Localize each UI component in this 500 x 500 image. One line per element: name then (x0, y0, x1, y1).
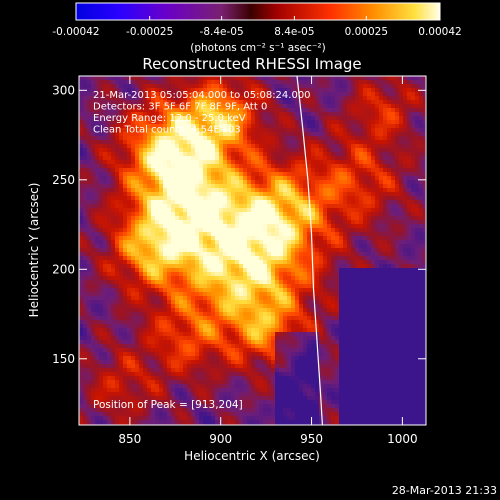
y-axis: 150 200 250 300 (52, 83, 426, 366)
x-tick-label: 900 (209, 432, 232, 446)
annotation-line: Clean Total counts: 4.54E+03 (93, 125, 241, 136)
x-tick-label: 850 (118, 432, 141, 446)
footer-timestamp: 28-Mar-2013 21:33 (392, 484, 497, 497)
x-tick-label: 950 (300, 432, 323, 446)
x-axis-label: Heliocentric X (arcsec) (184, 449, 320, 463)
colorbar: -0.00042 -0.00025 -8.4e-05 8.4e-05 0.00025 0.… (52, 2, 462, 54)
colorbar-tick-label: 8.4e-05 (274, 26, 314, 38)
annotation-line: Energy Range: 12.0 - 25.0 keV (93, 113, 246, 124)
peak-position-text: Position of Peak = [913,204] (93, 399, 243, 411)
annotation-line: Detectors: 3F 5F 6F 7F 8F 9F, Att 0 (93, 102, 267, 113)
colorbar-gradient (75, 2, 441, 21)
colorbar-tick-label: -8.4e-05 (200, 26, 244, 38)
solar-limb-curve (296, 76, 323, 425)
y-tick-label: 200 (52, 262, 75, 276)
x-axis: 850 900 950 1000 (118, 76, 418, 446)
x-tick-label: 1000 (387, 432, 418, 446)
y-tick-label: 250 (52, 173, 75, 187)
colorbar-ticks: -0.00042 -0.00025 -8.4e-05 8.4e-05 0.00025 0.… (52, 16, 462, 38)
y-tick-label: 300 (52, 83, 75, 97)
colorbar-tick-label: -0.00042 (52, 26, 99, 38)
heatmap-image (79, 76, 426, 425)
annotation-block: 21-Mar-2013 05:05:04.000 to 05:08:24.000… (93, 90, 311, 136)
plot-frame (78, 75, 427, 426)
colorbar-tick-label: -0.00025 (126, 26, 173, 38)
colorbar-unit-label: (photons cm⁻² s⁻¹ asec⁻²) (190, 42, 325, 54)
y-tick-label: 150 (52, 352, 75, 366)
colorbar-tick-label: 0.00042 (418, 26, 461, 38)
annotation-line: 21-Mar-2013 05:05:04.000 to 05:08:24.000 (93, 90, 311, 101)
chart-title: Reconstructed RHESSI Image (142, 55, 361, 73)
y-axis-label: Heliocentric Y (arcsec) (27, 183, 41, 318)
colorbar-tick-label: 0.00025 (345, 26, 388, 38)
